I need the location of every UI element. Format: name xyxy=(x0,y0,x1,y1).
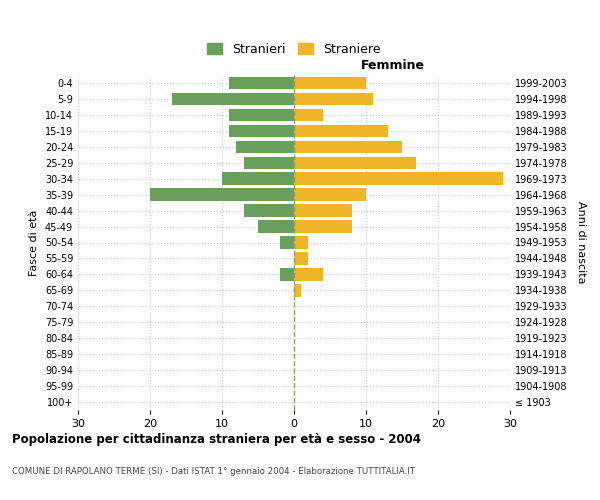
Bar xyxy=(294,284,301,296)
Bar xyxy=(294,236,308,248)
Bar xyxy=(294,252,308,264)
Bar xyxy=(294,220,352,233)
Text: COMUNE DI RAPOLANO TERME (SI) - Dati ISTAT 1° gennaio 2004 - Elaborazione TUTTIT: COMUNE DI RAPOLANO TERME (SI) - Dati IST… xyxy=(12,468,415,476)
Legend: Stranieri, Straniere: Stranieri, Straniere xyxy=(202,38,386,60)
Bar xyxy=(229,108,294,121)
Bar xyxy=(222,172,294,185)
Y-axis label: Anni di nascita: Anni di nascita xyxy=(576,201,586,284)
Bar xyxy=(280,236,294,248)
Bar xyxy=(172,92,294,105)
Y-axis label: Fasce di età: Fasce di età xyxy=(29,210,39,276)
Bar xyxy=(294,124,388,137)
Bar xyxy=(294,204,352,217)
Bar xyxy=(244,204,294,217)
Bar xyxy=(229,77,294,89)
Bar xyxy=(229,124,294,137)
Bar xyxy=(236,140,294,153)
Text: Femmine: Femmine xyxy=(361,58,425,71)
Bar xyxy=(294,188,366,201)
Text: Popolazione per cittadinanza straniera per età e sesso - 2004: Popolazione per cittadinanza straniera p… xyxy=(12,432,421,446)
Bar xyxy=(294,172,503,185)
Bar xyxy=(294,108,323,121)
Bar xyxy=(294,77,366,89)
Bar xyxy=(294,268,323,280)
Bar xyxy=(294,156,416,169)
Bar xyxy=(258,220,294,233)
Bar xyxy=(150,188,294,201)
Bar xyxy=(280,268,294,280)
Bar xyxy=(294,92,373,105)
Bar xyxy=(294,140,402,153)
Bar xyxy=(244,156,294,169)
